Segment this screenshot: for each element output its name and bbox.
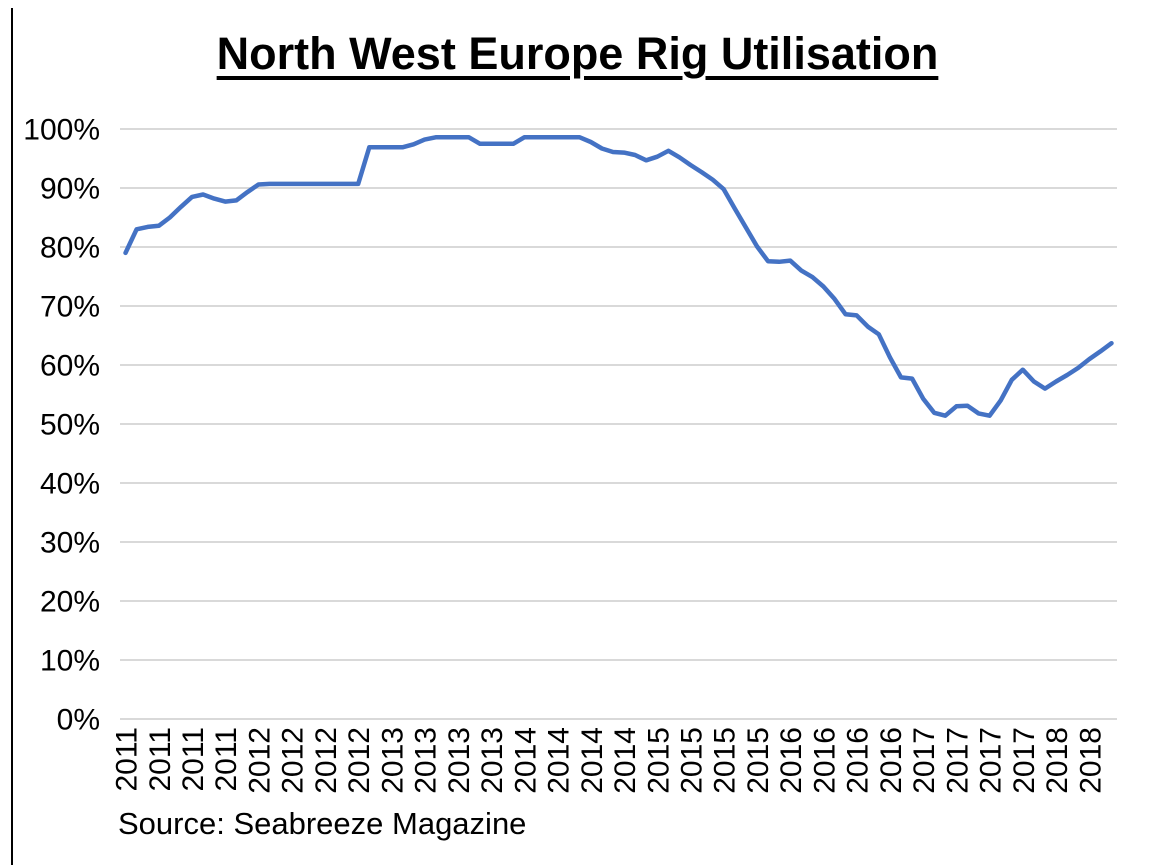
x-tick-label: 2015: [642, 727, 675, 794]
y-tick-label: 40%: [40, 468, 100, 501]
chart-title: North West Europe Rig Utilisation: [216, 28, 939, 79]
x-tick-label: 2012: [343, 727, 376, 794]
x-tick-label: 2011: [144, 727, 177, 792]
y-tick-label: 10%: [40, 645, 100, 678]
x-tick-label: 2016: [875, 727, 908, 794]
x-tick-label: 2012: [243, 727, 276, 794]
x-axis-labels: 2011 2011 2011 2011 2012 2012 2012 2012 2013 2013…: [111, 727, 1108, 794]
gridlines: [120, 128, 1117, 720]
x-tick-label: 2014: [609, 727, 642, 794]
x-tick-label: 2012: [277, 727, 310, 794]
x-tick-label: 2015: [742, 727, 775, 794]
y-tick-label: 50%: [40, 409, 100, 442]
x-tick-label: 2011: [210, 727, 243, 792]
x-tick-label: 2012: [310, 727, 343, 794]
x-tick-label: 2013: [410, 727, 443, 794]
y-tick-label: 80%: [40, 232, 100, 265]
y-tick-label: 70%: [40, 291, 100, 324]
x-tick-label: 2017: [908, 727, 941, 794]
x-tick-label: 2016: [775, 727, 808, 794]
y-tick-label: 90%: [40, 173, 100, 206]
y-tick-label: 0%: [57, 704, 100, 737]
y-tick-label: 30%: [40, 527, 100, 560]
x-tick-label: 2013: [443, 727, 476, 794]
x-tick-label: 2016: [808, 727, 841, 794]
x-tick-label: 2011: [111, 727, 144, 792]
y-axis-labels: 0% 10% 20% 30% 40% 50% 60% 70% 80% 90% 100%: [23, 114, 100, 737]
x-tick-label: 2015: [676, 727, 709, 794]
y-tick-label: 60%: [40, 350, 100, 383]
series-polyline: [123, 135, 1114, 418]
x-tick-label: 2017: [975, 727, 1008, 794]
x-tick-label: 2014: [509, 727, 542, 794]
x-tick-label: 2015: [709, 727, 742, 794]
x-tick-label: 2017: [941, 727, 974, 794]
x-tick-label: 2013: [376, 727, 409, 794]
y-tick-label: 20%: [40, 586, 100, 619]
x-tick-label: 2017: [1008, 727, 1041, 794]
x-tick-label: 2016: [842, 727, 875, 794]
x-tick-label: 2011: [177, 727, 210, 792]
chart-left-border: [11, 8, 13, 865]
y-tick-label: 100%: [23, 114, 100, 147]
x-tick-label: 2013: [476, 727, 509, 794]
x-tick-label: 2018: [1074, 727, 1107, 794]
x-tick-label: 2014: [576, 727, 609, 794]
x-tick-label: 2018: [1041, 727, 1074, 794]
x-tick-label: 2014: [543, 727, 576, 794]
source-caption: Source: Seabreeze Magazine: [118, 806, 527, 841]
utilisation-line-series: [123, 135, 1114, 418]
